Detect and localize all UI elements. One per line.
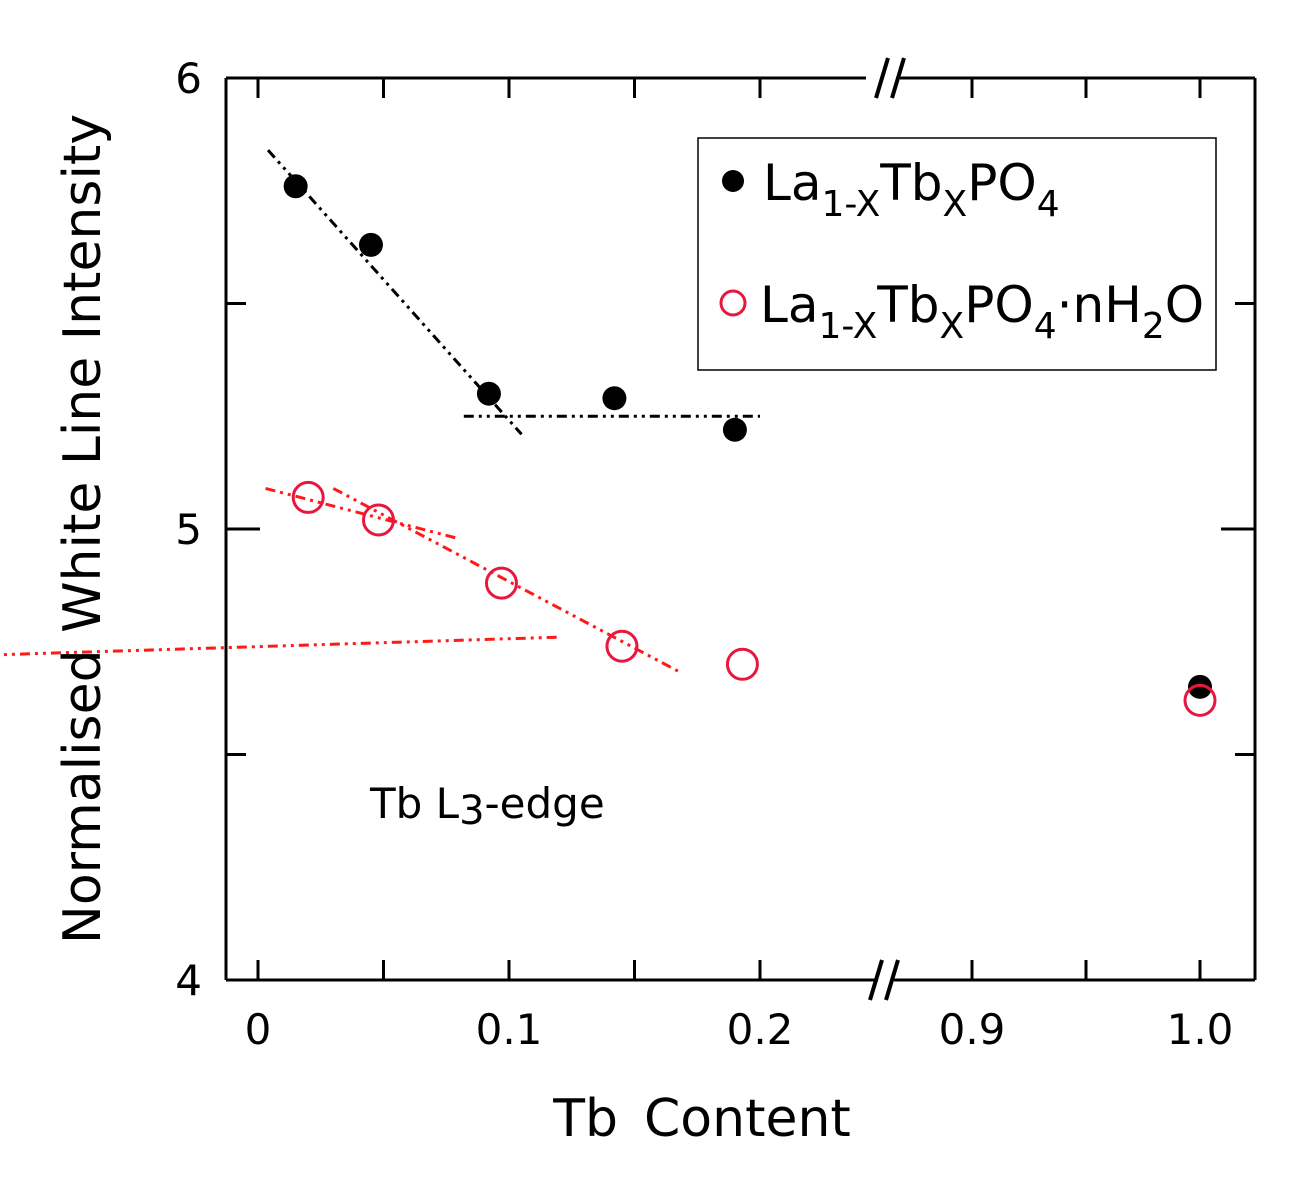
legend-2-part-sub-x: X [940, 306, 965, 347]
data-point-series-1 [476, 381, 501, 406]
data-point-series-2 [1183, 683, 1217, 717]
fit-line-series-2-3 [0, 635, 557, 657]
legend-2-part-tb: Tb [876, 276, 939, 334]
fit-line-series-2-1 [265, 486, 457, 540]
x-tick-label: 0.9 [939, 1005, 1006, 1054]
x-axis-title-part-1: Tb [552, 1089, 618, 1149]
legend-box [697, 137, 1217, 371]
legend-1-part-sub-1x: 1-X [822, 184, 881, 225]
legend-1-part-po: PO [967, 154, 1037, 212]
x-axis-title-part-2: Content [644, 1089, 851, 1149]
annotation-tail: -edge [485, 779, 605, 828]
legend-2-part-sub-1x: 1-X [819, 306, 878, 347]
data-point-series-2 [291, 480, 325, 514]
legend-2-part-po: PO [964, 276, 1034, 334]
annotation-subscript: 3 [459, 788, 484, 834]
legend-1-part-sub-x: X [943, 184, 968, 225]
legend-label-series-2: La1-XTbXPO4·nH2O [760, 276, 1204, 347]
data-point-series-2 [725, 647, 759, 681]
legend-2-part-sub-2: 2 [1142, 306, 1165, 347]
data-point-series-2 [484, 566, 518, 600]
legend-1-part-tb: Tb [879, 154, 942, 212]
axis-break-stroke-1-2 [884, 959, 900, 1001]
data-point-series-2 [361, 503, 395, 537]
x-tick-label: 0.2 [727, 1005, 794, 1054]
axis-break-stroke-2-1 [874, 57, 890, 99]
legend-marker-open [719, 289, 747, 317]
plot-area: 4 5 6 0 0.1 0.2 0.9 1.0 [0, 54, 1257, 1054]
legend-2-part-la: La [760, 276, 819, 334]
legend-marker-filled [722, 170, 744, 192]
x-axis-title: Tb Content [552, 1089, 851, 1149]
data-point-series-1 [283, 174, 308, 199]
legend-1-part-la: La [763, 154, 822, 212]
x-tick-label: 0.1 [476, 1005, 543, 1054]
data-point-series-1 [722, 417, 747, 442]
fit-lines [0, 149, 760, 675]
axis-break-stroke-2-2 [890, 57, 906, 99]
annotation-main: Tb L [369, 779, 460, 828]
legend-1-part-sub-4: 4 [1037, 184, 1060, 225]
x-tick-label: 1.0 [1167, 1005, 1234, 1054]
data-points [283, 174, 1217, 717]
fit-line-series-2-2 [332, 487, 683, 675]
axis-break-stroke-1-1 [868, 959, 884, 1001]
y-tick-label: 4 [175, 956, 202, 1005]
y-tick-label: 6 [175, 54, 202, 103]
legend: La1-XTbXPO4 La1-XTbXPO4·nH2O [697, 137, 1217, 371]
legend-label-series-1: La1-XTbXPO4 [763, 154, 1060, 225]
data-point-series-1 [602, 386, 627, 411]
legend-2-part-sub-4: 4 [1034, 306, 1057, 347]
legend-2-part-o: O [1165, 276, 1204, 334]
data-point-series-2 [605, 629, 639, 663]
axis-break-marks [868, 57, 906, 1001]
y-ticks: 4 5 6 [175, 54, 1255, 1005]
data-point-series-1 [358, 232, 383, 257]
edge-annotation: Tb L3-edge [369, 779, 605, 834]
x-ticks: 0 0.1 0.2 0.9 1.0 [245, 78, 1234, 1054]
legend-2-part-nh: ·nH [1057, 276, 1142, 334]
x-tick-label: 0 [245, 1005, 272, 1054]
y-axis-title: Normalised White Line Intensity [53, 114, 113, 944]
y-tick-label: 5 [175, 505, 202, 554]
